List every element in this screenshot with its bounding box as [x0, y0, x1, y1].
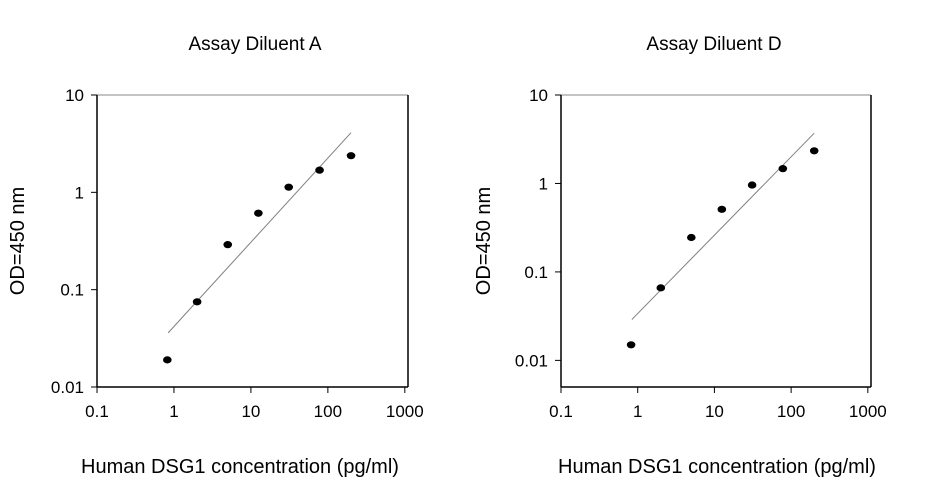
x-tick-label: 1	[633, 402, 642, 421]
data-point	[163, 356, 172, 364]
data-point	[687, 233, 696, 242]
x-tick-label: 1000	[849, 402, 887, 421]
chart-panel-2: Assay Diluent D Human DSG1 concentration …	[473, 34, 887, 478]
data-point	[284, 183, 294, 191]
x-tick-label: 10	[705, 402, 724, 421]
data-point	[809, 147, 819, 155]
x-tick-label: 10	[241, 402, 260, 421]
x-tick-label: 1000	[386, 402, 424, 421]
data-point	[778, 165, 788, 173]
data-point	[192, 298, 202, 306]
fit-line	[631, 132, 815, 320]
data-point	[223, 241, 233, 249]
x-tick-label: 100	[777, 402, 805, 421]
y-tick-label: 1	[75, 183, 84, 202]
x-tick-label: 100	[314, 402, 342, 421]
chart-title: Assay Diluent A	[188, 34, 321, 55]
y-axis-label: OD=450 nm	[473, 187, 495, 295]
y-tick-label: 0.1	[524, 263, 548, 282]
x-tick-label: 0.1	[85, 402, 109, 421]
data-point	[315, 166, 324, 174]
x-axis-label: Human DSG1 concentration (pg/ml)	[81, 456, 399, 478]
x-tick-label: 1	[169, 402, 178, 421]
chart-panel-1: Assay Diluent A Human DSG1 concentration …	[7, 34, 424, 478]
data-point	[346, 152, 356, 160]
data-point	[626, 341, 636, 349]
chart-title: Assay Diluent D	[646, 34, 781, 55]
y-tick-label: 0.01	[51, 378, 84, 397]
y-tick-label: 10	[65, 86, 84, 105]
x-axis-label: Human DSG1 concentration (pg/ml)	[558, 456, 876, 478]
x-tick-label: 0.1	[549, 402, 573, 421]
y-axis-label: OD=450 nm	[7, 187, 29, 295]
y-tick-label: 10	[529, 86, 548, 105]
data-point	[747, 181, 757, 189]
data-point	[656, 284, 666, 292]
data-point	[717, 205, 727, 213]
data-point	[254, 209, 263, 217]
y-tick-label: 1	[539, 174, 548, 193]
y-tick-label: 0.1	[60, 281, 84, 300]
y-tick-label: 0.01	[515, 351, 548, 370]
